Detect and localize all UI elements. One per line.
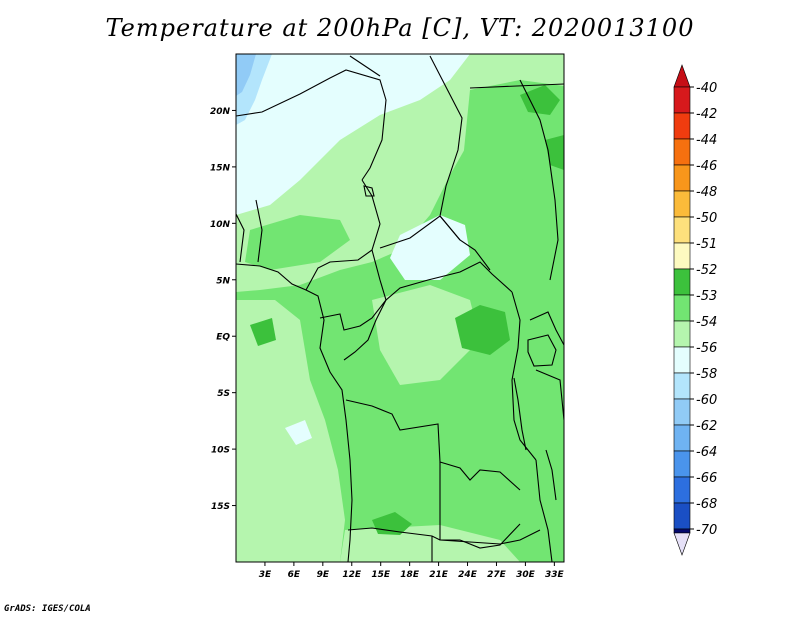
temperature-field bbox=[236, 54, 564, 562]
country-borders bbox=[236, 55, 564, 562]
border-namibia bbox=[347, 527, 541, 545]
lat-tick-label: 5S bbox=[217, 389, 230, 399]
lat-tick-label: 15S bbox=[211, 502, 230, 512]
field-core-dark-east bbox=[455, 305, 510, 355]
colorbar-band bbox=[673, 346, 691, 374]
colorbar-label: -51 bbox=[696, 237, 717, 252]
colorbar-band bbox=[673, 86, 691, 114]
lat-tick-label: 15N bbox=[210, 163, 231, 173]
colorbar-label: -53 bbox=[696, 289, 717, 304]
field-band-pale-central bbox=[372, 285, 480, 385]
lake-victoria bbox=[527, 334, 557, 367]
border-drc-east bbox=[511, 291, 537, 461]
lat-tick-label: 20N bbox=[210, 107, 231, 117]
map-title: Temperature at 200hPa [C], VT: 202001310… bbox=[105, 14, 695, 42]
border-nigeria-east bbox=[305, 179, 381, 291]
border-tanzania bbox=[535, 369, 564, 421]
lon-tick-label: 21E bbox=[429, 570, 449, 580]
colorbar-label: -62 bbox=[696, 419, 717, 434]
lon-tick-label: 9E bbox=[317, 570, 330, 580]
colorbar-label: -42 bbox=[696, 107, 717, 122]
border-east-coast bbox=[519, 79, 559, 281]
lon-tick-label: 30E bbox=[516, 570, 536, 580]
colorbar-band bbox=[673, 242, 691, 270]
border-north-horizontal bbox=[236, 69, 387, 181]
border-drc-north bbox=[343, 299, 387, 361]
lon-tick-label: 18E bbox=[400, 570, 420, 580]
lat-tick-label: EQ bbox=[216, 333, 230, 343]
colorbar-band bbox=[673, 268, 691, 296]
border-benin-togo bbox=[255, 199, 263, 263]
colorbar-top-arrow bbox=[673, 64, 691, 88]
colorbar-band bbox=[673, 502, 691, 530]
lake-tanganyika bbox=[513, 377, 527, 451]
colorbar-band bbox=[673, 112, 691, 140]
lon-tick-label: 6E bbox=[288, 570, 301, 580]
border-chad-sudan bbox=[469, 83, 564, 89]
field-core-dark-ne bbox=[520, 85, 560, 115]
lat-tick-label: 10S bbox=[211, 446, 230, 456]
border-mozambique bbox=[535, 459, 553, 562]
colorbar-label: -54 bbox=[696, 315, 717, 330]
colorbar-band bbox=[673, 190, 691, 218]
lon-tick-label: 15E bbox=[371, 570, 391, 580]
colorbar-label: -68 bbox=[696, 497, 717, 512]
field-island-green-west bbox=[245, 215, 350, 270]
field-band-light-patch bbox=[285, 420, 312, 445]
colorbar-label: -70 bbox=[696, 523, 717, 538]
colorbar-band bbox=[673, 476, 691, 504]
colorbar-label: -50 bbox=[696, 211, 717, 226]
lat-tick-label: 10N bbox=[210, 220, 231, 230]
colorbar-band bbox=[673, 320, 691, 348]
colorbar-label: -58 bbox=[696, 367, 717, 382]
colorbar-label: -60 bbox=[696, 393, 717, 408]
colorbar-label: -52 bbox=[696, 263, 717, 278]
colorbar-band bbox=[673, 164, 691, 192]
field-core-dark-sw bbox=[250, 318, 276, 346]
field-band-light-center bbox=[390, 215, 470, 280]
colorbar-label: -66 bbox=[696, 471, 717, 486]
colorbar-band bbox=[673, 450, 691, 478]
lon-tick-label: 12E bbox=[342, 570, 362, 580]
lon-tick-label: 27E bbox=[487, 570, 507, 580]
colorbar-bottom-arrow bbox=[673, 532, 691, 556]
colorbar-label: -40 bbox=[696, 81, 717, 96]
border-car-sudan bbox=[379, 215, 491, 271]
colorbar-label: -56 bbox=[696, 341, 717, 356]
colorbar-bottom-band bbox=[673, 528, 691, 534]
colorbar-band bbox=[673, 138, 691, 166]
field-band-light-nw bbox=[236, 54, 470, 215]
lake-chad bbox=[363, 185, 375, 197]
colorbar-band bbox=[673, 216, 691, 244]
longitude-axis: 3E 6E 9E 12E 15E 18E 21E 24E 27E 30E 33E bbox=[259, 562, 565, 580]
border-zambia-south bbox=[459, 523, 521, 549]
latitude-axis: 20N 15N 10N 5N EQ 5S 10S 15S bbox=[210, 107, 236, 512]
border-niger-chad bbox=[349, 55, 381, 77]
lon-tick-label: 33E bbox=[545, 570, 565, 580]
colorbar-label: -48 bbox=[696, 185, 717, 200]
lon-tick-label: 24E bbox=[458, 570, 478, 580]
map-frame bbox=[235, 53, 565, 563]
colorbar-band bbox=[673, 294, 691, 322]
colorbar-band bbox=[673, 398, 691, 426]
colorbar-label: -44 bbox=[696, 133, 717, 148]
coastline-west-africa bbox=[236, 263, 353, 562]
colorbar-band bbox=[673, 372, 691, 400]
colorbar-band bbox=[673, 424, 691, 452]
grads-credit: GrADS: IGES/COLA bbox=[4, 604, 91, 614]
field-band-bluer-corner bbox=[236, 54, 256, 96]
lake-malawi bbox=[545, 449, 557, 501]
colorbar-label: -64 bbox=[696, 445, 717, 460]
border-cameroon-car bbox=[371, 249, 513, 301]
lon-tick-label: 3E bbox=[259, 570, 272, 580]
colorbar: -40 -42 -44 -46 -48 -50 -51 -52 -53 -54 -56 -58 -60 -… bbox=[673, 64, 717, 556]
border-uganda-kenya bbox=[529, 311, 564, 346]
border-gabon-congo bbox=[319, 299, 387, 331]
lat-tick-label: 5N bbox=[216, 276, 230, 286]
colorbar-label: -46 bbox=[696, 159, 717, 174]
border-ghana bbox=[236, 213, 245, 263]
